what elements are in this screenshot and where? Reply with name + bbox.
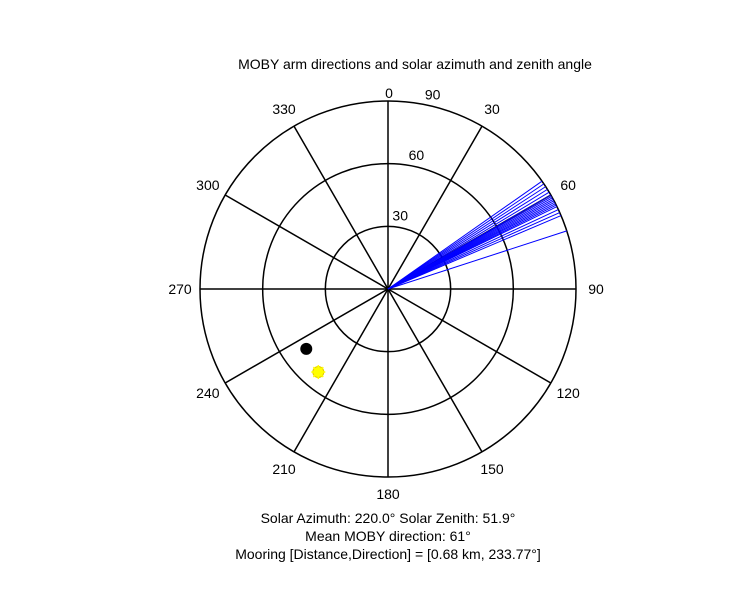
arm-direction-line (387, 180, 543, 290)
spoke-line (224, 194, 389, 290)
angle-tick-label: 210 (272, 461, 296, 477)
arm-direction-line (387, 209, 559, 290)
arm-direction-line (387, 215, 562, 290)
angle-tick-label: 30 (484, 101, 500, 117)
radial-tick-label: 60 (409, 147, 425, 163)
radial-tick-label: 90 (425, 86, 441, 102)
angle-tick-label: 240 (196, 385, 220, 401)
angle-tick-label: 60 (560, 177, 576, 193)
angle-tick-label: 180 (376, 486, 400, 502)
tick-labels: 30 60 90 0 30 60 90 120 150 180 210 240 270 300 330 (168, 85, 604, 502)
arm-direction-line (387, 183, 545, 290)
sun-marker-ray (312, 366, 324, 378)
angle-tick-label: 270 (168, 281, 192, 297)
spoke-line (293, 288, 389, 453)
arm-direction-line (387, 191, 550, 290)
arm-direction-line (387, 206, 558, 290)
angle-tick-label: 150 (480, 461, 504, 477)
spoke-line (387, 288, 552, 384)
angle-tick-label: 90 (588, 281, 604, 297)
spoke-line (387, 125, 483, 290)
sun-marker (311, 365, 326, 380)
arm-direction-line (387, 188, 548, 290)
solar-caption: Solar Azimuth: 220.0° Solar Zenith: 51.9… (260, 510, 516, 526)
arm-direction-line (387, 186, 546, 290)
angle-tick-label: 120 (556, 385, 580, 401)
angle-tick-label: 330 (272, 101, 296, 117)
mooring-caption: Mooring [Distance,Direction] = [0.68 km,… (235, 546, 541, 562)
mooring-marker (300, 342, 313, 355)
spoke-line (293, 125, 389, 290)
radial-ring (261, 162, 515, 416)
radial-tick-label: 30 (392, 207, 408, 223)
arm-direction-line (387, 230, 567, 290)
arm-direction-line (387, 212, 560, 290)
polar-grid (199, 100, 577, 478)
angle-tick-label: 300 (196, 177, 220, 193)
angle-tick-label: 0 (385, 85, 393, 101)
radial-ring (199, 100, 577, 478)
position-markers (300, 342, 326, 380)
mean-direction-caption: Mean MOBY direction: 61° (305, 528, 471, 544)
spoke-line (224, 288, 389, 384)
chart-title: MOBY arm directions and solar azimuth an… (238, 56, 592, 72)
arm-direction-lines (387, 180, 567, 290)
spoke-line (387, 288, 483, 453)
radial-ring (324, 225, 452, 353)
